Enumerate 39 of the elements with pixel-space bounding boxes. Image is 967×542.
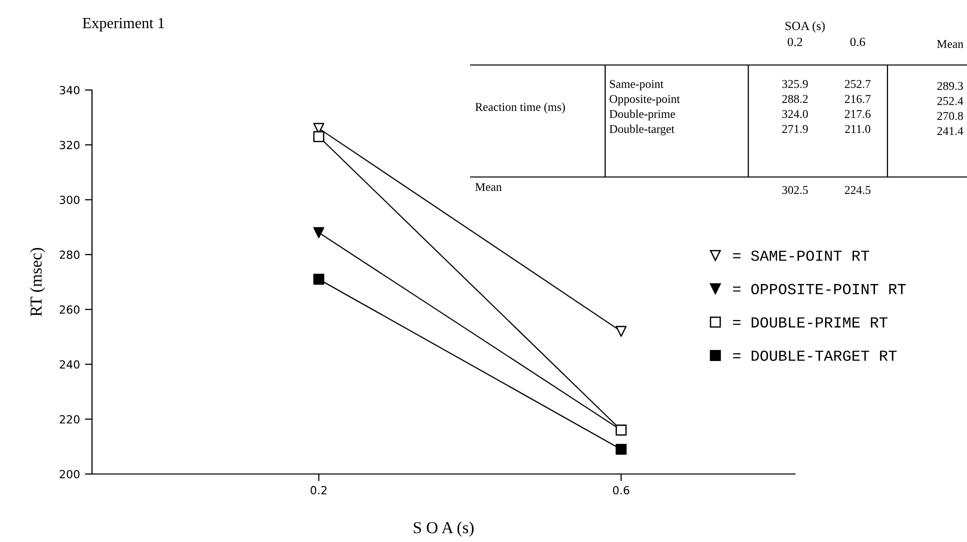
annotation: 324.0: [782, 110, 808, 118]
annotation: Double-target: [610, 124, 674, 136]
text: 0.2: [788, 38, 802, 46]
annotation: Double-prime: [610, 110, 675, 120]
y-tick-label: 340: [60, 86, 80, 94]
y-tick-label: 300: [60, 196, 80, 204]
text: 211.0: [845, 124, 870, 134]
y-tick-label: 320: [60, 140, 80, 150]
text: 241.4: [937, 127, 964, 136]
legend-label: = OPPOSITE-POINT RT: [733, 284, 906, 294]
text: 252.7: [844, 80, 871, 88]
annotation: 288.2: [782, 94, 808, 104]
text: 224.5: [844, 186, 870, 194]
y-tick-label: 220: [60, 415, 80, 424]
y-tick-label: 240: [60, 360, 80, 369]
chart-title: Experiment 1: [82, 18, 164, 32]
legend-label: = DOUBLE-TARGET RT: [733, 350, 897, 361]
annotation: 302.5: [782, 186, 808, 194]
text: 325.9: [782, 80, 808, 88]
annotation: Opposite-point: [610, 95, 680, 106]
text: 216.7: [844, 95, 871, 104]
text: 289.3: [937, 82, 963, 90]
text: SOA (s): [786, 21, 825, 33]
legend-label: = DOUBLE-PRIME RT: [733, 317, 888, 328]
text: 270.8: [937, 112, 963, 120]
annotation: 271.9: [782, 125, 808, 134]
annotation: Mean: [475, 183, 502, 191]
text: 252.4: [937, 97, 964, 106]
y-tick-label: 200: [60, 470, 80, 478]
annotation: Reaction time (ms): [475, 102, 565, 114]
legend-label: = SAME-POINT RT: [733, 250, 870, 261]
y-tick-label: 280: [60, 250, 80, 259]
y-axis-title: RT (msec): [30, 248, 46, 316]
x-axis-title: S O A (s): [414, 522, 474, 537]
y-tick-label: 260: [60, 305, 80, 314]
text: Mean: [937, 40, 964, 48]
annotation: Same-point: [610, 80, 664, 90]
text: 217.6: [844, 110, 871, 118]
text: 0.6: [850, 38, 866, 46]
